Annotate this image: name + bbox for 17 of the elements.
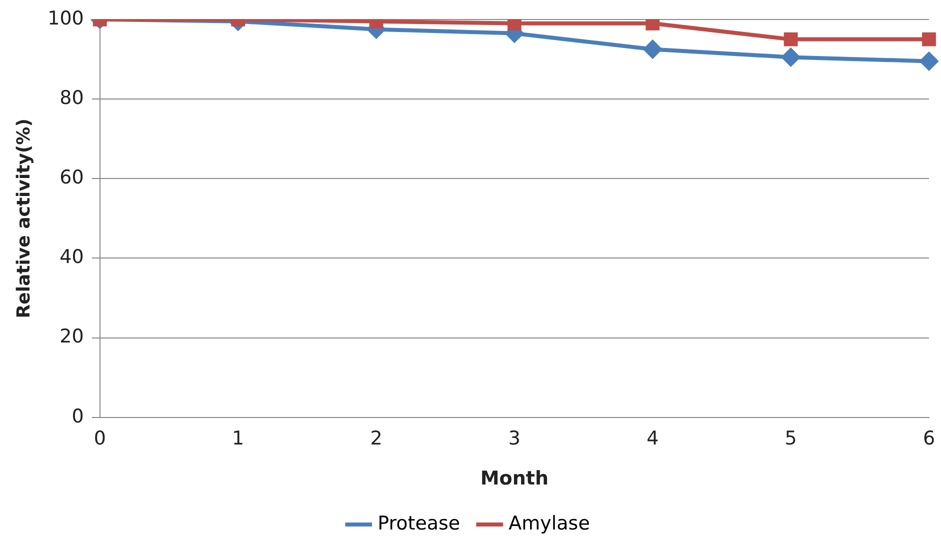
x-tick-label: 4: [646, 428, 659, 450]
legend-label: Amylase: [508, 512, 590, 534]
y-axis-title: Relative activity(%): [13, 118, 34, 318]
x-tick-label: 5: [784, 428, 797, 450]
x-tick-label: 6: [922, 428, 936, 450]
y-tick-label: 60: [60, 166, 84, 189]
x-axis-title: Month: [480, 468, 548, 490]
x-tick-label: 3: [508, 428, 520, 450]
y-tick-label: 0: [72, 405, 84, 428]
x-tick-label: 2: [370, 428, 382, 450]
y-tick-label: 40: [60, 246, 84, 268]
y-tick-label: 20: [60, 326, 84, 348]
y-tick-label: 100: [48, 7, 84, 30]
x-tick-label: 0: [94, 428, 106, 450]
x-tick-label: 1: [232, 428, 244, 450]
legend-label: Protease: [378, 512, 460, 534]
y-tick-label: 80: [60, 86, 84, 109]
